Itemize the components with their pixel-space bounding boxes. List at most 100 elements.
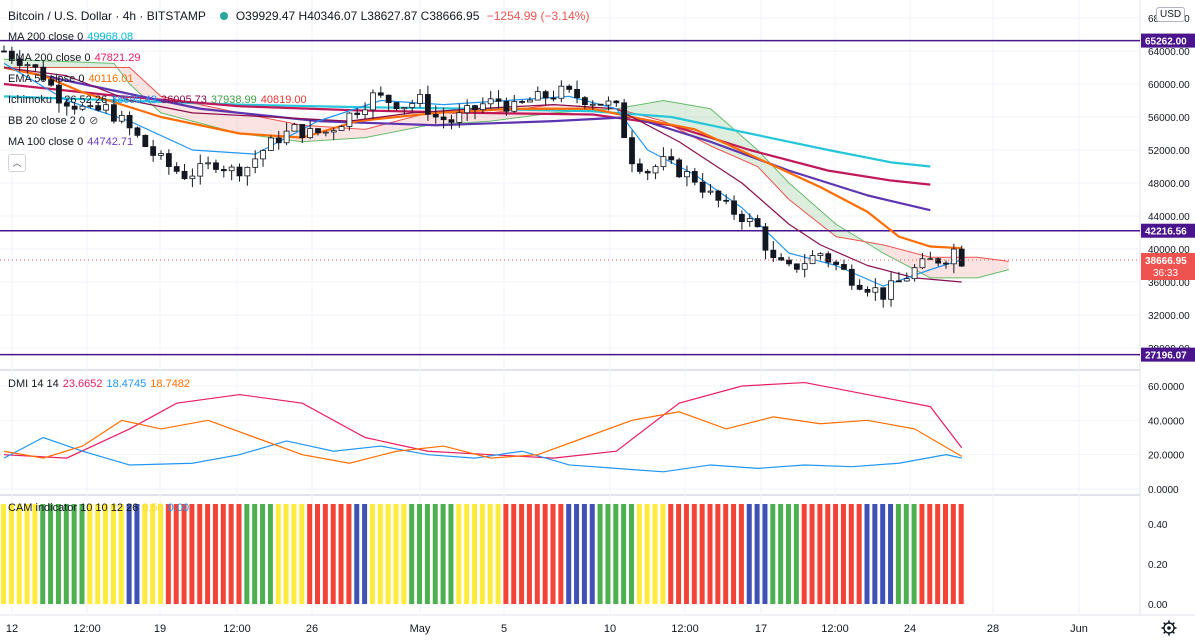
legend-cam[interactable]: CAM indicator 10 10 12 26 0.50 0.00 <box>8 501 193 515</box>
candle-body <box>253 159 258 167</box>
cam-bar <box>87 504 92 604</box>
cam-bar <box>260 504 265 604</box>
candle-body <box>323 132 328 133</box>
candle-body <box>700 182 705 192</box>
cam-tick-label: 0.20 <box>1148 560 1168 571</box>
candle-body <box>896 281 901 282</box>
cam-bar <box>252 504 257 604</box>
cam-bar <box>213 504 218 604</box>
market-status-icon <box>220 12 228 20</box>
cam-bar <box>127 504 132 604</box>
cam-bar <box>189 504 194 604</box>
cam-bar <box>692 504 697 604</box>
cam-bar <box>409 504 414 604</box>
cam-bar <box>566 504 571 604</box>
cam-bar <box>464 504 469 604</box>
cam-bar <box>221 504 226 604</box>
cam-bar <box>723 504 728 604</box>
cam-bar <box>959 504 964 604</box>
candle-body <box>630 138 635 164</box>
currency-badge[interactable]: USD <box>1156 7 1185 22</box>
candle-body <box>159 154 164 156</box>
legend-ichimoku[interactable]: Ichimoku 9 26 52 26 38695.43 36005.73 37938… <box>8 93 311 107</box>
cam-bar <box>896 504 901 604</box>
cam-bar <box>943 504 948 604</box>
cam-bar <box>197 504 202 604</box>
cam-bar <box>166 504 171 604</box>
candle-body <box>551 98 556 99</box>
gear-icon[interactable] <box>1162 621 1177 636</box>
cam-bar <box>182 504 187 604</box>
cam-bar <box>747 504 752 604</box>
candle-body <box>849 269 854 285</box>
chevron-up-icon[interactable]: ︿ <box>8 154 26 172</box>
time-tick-label: 12:00 <box>821 623 849 635</box>
price-tick-label: 56000.00 <box>1148 113 1190 124</box>
cam-bar <box>708 504 713 604</box>
time-tick-label: 26 <box>306 623 318 635</box>
cam-bar <box>134 504 139 604</box>
time-tick-label: 12:00 <box>73 623 101 635</box>
cam-bar <box>605 504 610 604</box>
legend-ema55[interactable]: EMA 55 close 0 40116.01 <box>8 72 138 86</box>
candle-body <box>881 288 886 300</box>
time-tick-label: 5 <box>501 623 507 635</box>
dmi-tick-label: 60.0000 <box>1148 382 1185 393</box>
cam-bar <box>543 504 548 604</box>
cam-bar <box>425 504 430 604</box>
candle-body <box>959 249 964 266</box>
candle-body <box>457 113 462 123</box>
candle-body <box>755 219 760 227</box>
legend-dmi[interactable]: DMI 14 14 23.6652 18.4745 18.7482 <box>8 377 194 391</box>
cam-bar <box>551 504 556 604</box>
candle-body <box>213 163 218 170</box>
cam-bar <box>386 504 391 604</box>
cam-bar <box>103 504 108 604</box>
cam-bar <box>229 504 234 604</box>
time-tick-label: 10 <box>604 623 616 635</box>
candle-body <box>716 191 721 200</box>
cam-bar <box>660 504 665 604</box>
candle-body <box>488 99 493 104</box>
cam-bar <box>244 504 249 604</box>
legend-ma100[interactable]: MA 100 close 0 44742.71 <box>8 135 137 149</box>
candle-body <box>308 129 313 138</box>
candle-body <box>912 268 917 279</box>
eye-off-icon[interactable]: ⊘ <box>89 115 98 127</box>
cam-bar <box>872 504 877 604</box>
symbol-title[interactable]: Bitcoin / U.S. Dollar · 4h · BITSTAMP <box>8 9 206 23</box>
candle-body <box>653 167 658 173</box>
candle-body <box>206 163 211 164</box>
cam-bar <box>613 504 618 604</box>
candle-body <box>779 258 784 260</box>
candle-body <box>410 103 415 107</box>
cam-tick-label: 0.00 <box>1148 600 1168 611</box>
candle-body <box>763 227 768 250</box>
candle-body <box>520 101 525 102</box>
price-tick-label: 60000.00 <box>1148 80 1190 91</box>
candle-body <box>669 157 674 160</box>
legend-ema200[interactable]: EMA 200 close 0 47821.29 <box>8 51 144 65</box>
level-badge-top: 65262.00 <box>1145 37 1187 48</box>
cam-bar <box>755 504 760 604</box>
cam-bar <box>558 504 563 604</box>
cam-bar <box>833 504 838 604</box>
candle-body <box>865 289 870 292</box>
gear-hub <box>1167 626 1171 630</box>
candle-body <box>174 167 179 172</box>
candle-body <box>465 106 470 113</box>
candle-body <box>575 89 580 97</box>
time-tick-label: Jun <box>1070 623 1088 635</box>
candle-body <box>889 281 894 299</box>
candle-body <box>606 101 611 105</box>
countdown-label: 36:33 <box>1153 268 1178 279</box>
cam-bar <box>629 504 634 604</box>
cam-bar <box>904 504 909 604</box>
candle-body <box>794 264 799 269</box>
cam-bar <box>582 504 587 604</box>
cam-bar <box>32 504 37 604</box>
candle-body <box>739 214 744 221</box>
cam-bar <box>535 504 540 604</box>
legend-bb[interactable]: BB 20 close 2 0 ⊘ <box>8 114 102 128</box>
legend-ma200[interactable]: MA 200 close 0 49968.08 <box>8 30 137 44</box>
